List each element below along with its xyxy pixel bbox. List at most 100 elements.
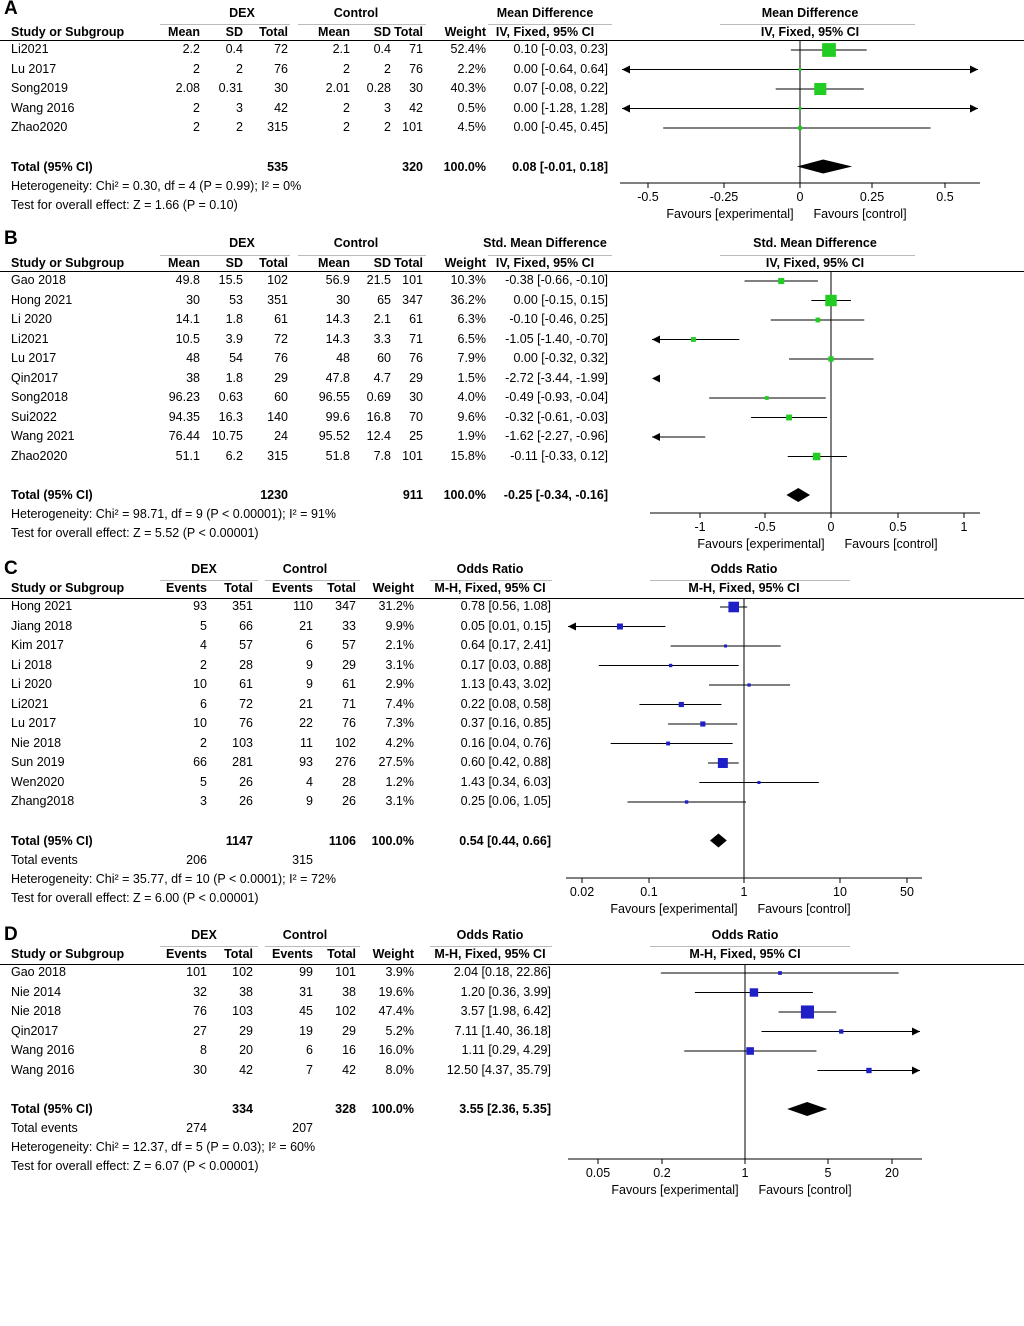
col-mean-1: Mean [168, 256, 200, 270]
header-rule [0, 598, 1024, 599]
weight-cell: 36.2% [450, 292, 486, 307]
cell: 70 [409, 409, 423, 424]
group-underline [160, 580, 258, 581]
cell: 101 [402, 448, 423, 463]
ci-cell: -1.62 [-2.27, -0.96] [505, 429, 608, 443]
col-mean-2: Mean [318, 256, 350, 270]
total-label: Total (95% CI) [11, 488, 93, 502]
weight-cell: 6.3% [457, 312, 487, 326]
tick-label: 1 [960, 520, 968, 534]
point-estimate [700, 721, 706, 727]
cell: 65 [377, 292, 391, 307]
study-mark [744, 277, 818, 285]
cell: 0.4 [373, 42, 391, 56]
overall-effect: Test for overall effect: Z = 6.07 (P < 0… [11, 1159, 259, 1173]
study-name: Lu 2017 [11, 351, 57, 365]
effect-method: IV, Fixed, 95% CI [495, 25, 595, 39]
cell: 19 [299, 1023, 313, 1038]
point-estimate [764, 396, 769, 400]
cell: 2 [200, 657, 207, 672]
cell: 24 [274, 429, 288, 443]
ci-cell: 0.64 [0.17, 2.41] [460, 638, 551, 652]
plot-effect-method: IV, Fixed, 95% CI [760, 25, 860, 39]
heterogeneity: Heterogeneity: Chi² = 12.37, df = 5 (P =… [11, 1140, 316, 1154]
cell: 61 [274, 312, 288, 326]
panel-label: B [4, 228, 18, 249]
col-study: Study or Subgroup [11, 25, 125, 39]
cell: 0.28 [366, 81, 391, 95]
total-n2: 1106 [328, 833, 356, 848]
study-name: Gao 2018 [11, 273, 66, 287]
favours-left: Favours [experimental] [610, 902, 738, 916]
overall-effect: Test for overall effect: Z = 5.52 (P < 0… [11, 526, 259, 540]
cell: 60 [377, 351, 391, 365]
cell: 0.31 [218, 81, 243, 95]
group-underline [650, 580, 850, 581]
point-estimate [747, 683, 751, 687]
cell: 6.2 [225, 448, 243, 463]
study-name: Wang 2016 [11, 1062, 75, 1077]
study-mark [622, 104, 978, 113]
study-mark [699, 781, 819, 784]
cell: 38 [239, 984, 253, 999]
cell: 2 [384, 120, 391, 134]
cell: 76 [342, 716, 356, 730]
cell: 30 [186, 292, 200, 307]
plot-effect-title: Odds Ratio [711, 928, 779, 942]
study-name: Nie 2018 [11, 735, 62, 750]
group-underline [430, 946, 552, 947]
total-n2: 328 [335, 1102, 356, 1116]
study-name: Li2021 [11, 331, 49, 346]
total-weight: 100.0% [371, 1102, 414, 1116]
tick-label: -1 [694, 520, 706, 534]
col-total-1: Total [259, 256, 288, 270]
tick-label: 1 [741, 1166, 749, 1180]
ci-cell: 0.00 [-0.32, 0.32] [513, 351, 608, 365]
cell: 6 [200, 696, 207, 711]
weight-cell: 4.5% [457, 120, 487, 134]
cell: 93 [299, 755, 313, 769]
ci-cell: 1.20 [0.36, 3.99] [460, 984, 551, 999]
cell: 53 [229, 292, 243, 307]
cell: 54 [229, 351, 243, 365]
study-mark [684, 1047, 817, 1055]
cell: 47.8 [325, 370, 350, 385]
cell: 96.23 [168, 390, 200, 404]
ci-cell: 0.60 [0.42, 0.88] [460, 755, 551, 769]
cell: 30 [409, 390, 423, 404]
study-mark [775, 82, 864, 96]
cell: 61 [239, 677, 253, 691]
total-n1: 1230 [260, 488, 288, 502]
plot-effect-method: M-H, Fixed, 95% CI [689, 947, 801, 961]
cell: 2.1 [373, 312, 391, 326]
ci-cell: 0.17 [0.03, 0.88] [460, 657, 551, 672]
cell: 14.3 [325, 312, 350, 326]
cell: 22 [299, 716, 313, 730]
study-mark [787, 452, 847, 461]
group-underline [720, 24, 915, 25]
cell: 56.9 [325, 273, 350, 287]
tick-label: 0.25 [859, 190, 885, 204]
point-estimate [815, 317, 821, 323]
cell: 101 [402, 273, 423, 287]
cell: 76 [409, 351, 423, 365]
weight-cell: 2.1% [385, 638, 415, 652]
cell: 42 [409, 100, 423, 115]
group-underline [160, 255, 290, 256]
cell: 57 [239, 638, 253, 652]
col-total-2: Total [327, 947, 356, 961]
col-weight: Weight [372, 947, 414, 961]
cell: 29 [239, 1023, 253, 1038]
favours-right: Favours [control] [813, 207, 907, 221]
weight-cell: 4.2% [385, 735, 415, 750]
col-sd-1: SD [225, 25, 243, 39]
point-estimate [616, 623, 623, 630]
weight-cell: 3.1% [385, 794, 415, 808]
cell: 57 [342, 638, 356, 652]
study-mark [639, 701, 722, 708]
plot-effect-method: M-H, Fixed, 95% CI [688, 581, 800, 595]
weight-cell: 4.0% [457, 390, 487, 404]
col-sd-1: SD [225, 256, 243, 270]
group-underline [265, 580, 360, 581]
cell: 3.3 [373, 331, 391, 346]
